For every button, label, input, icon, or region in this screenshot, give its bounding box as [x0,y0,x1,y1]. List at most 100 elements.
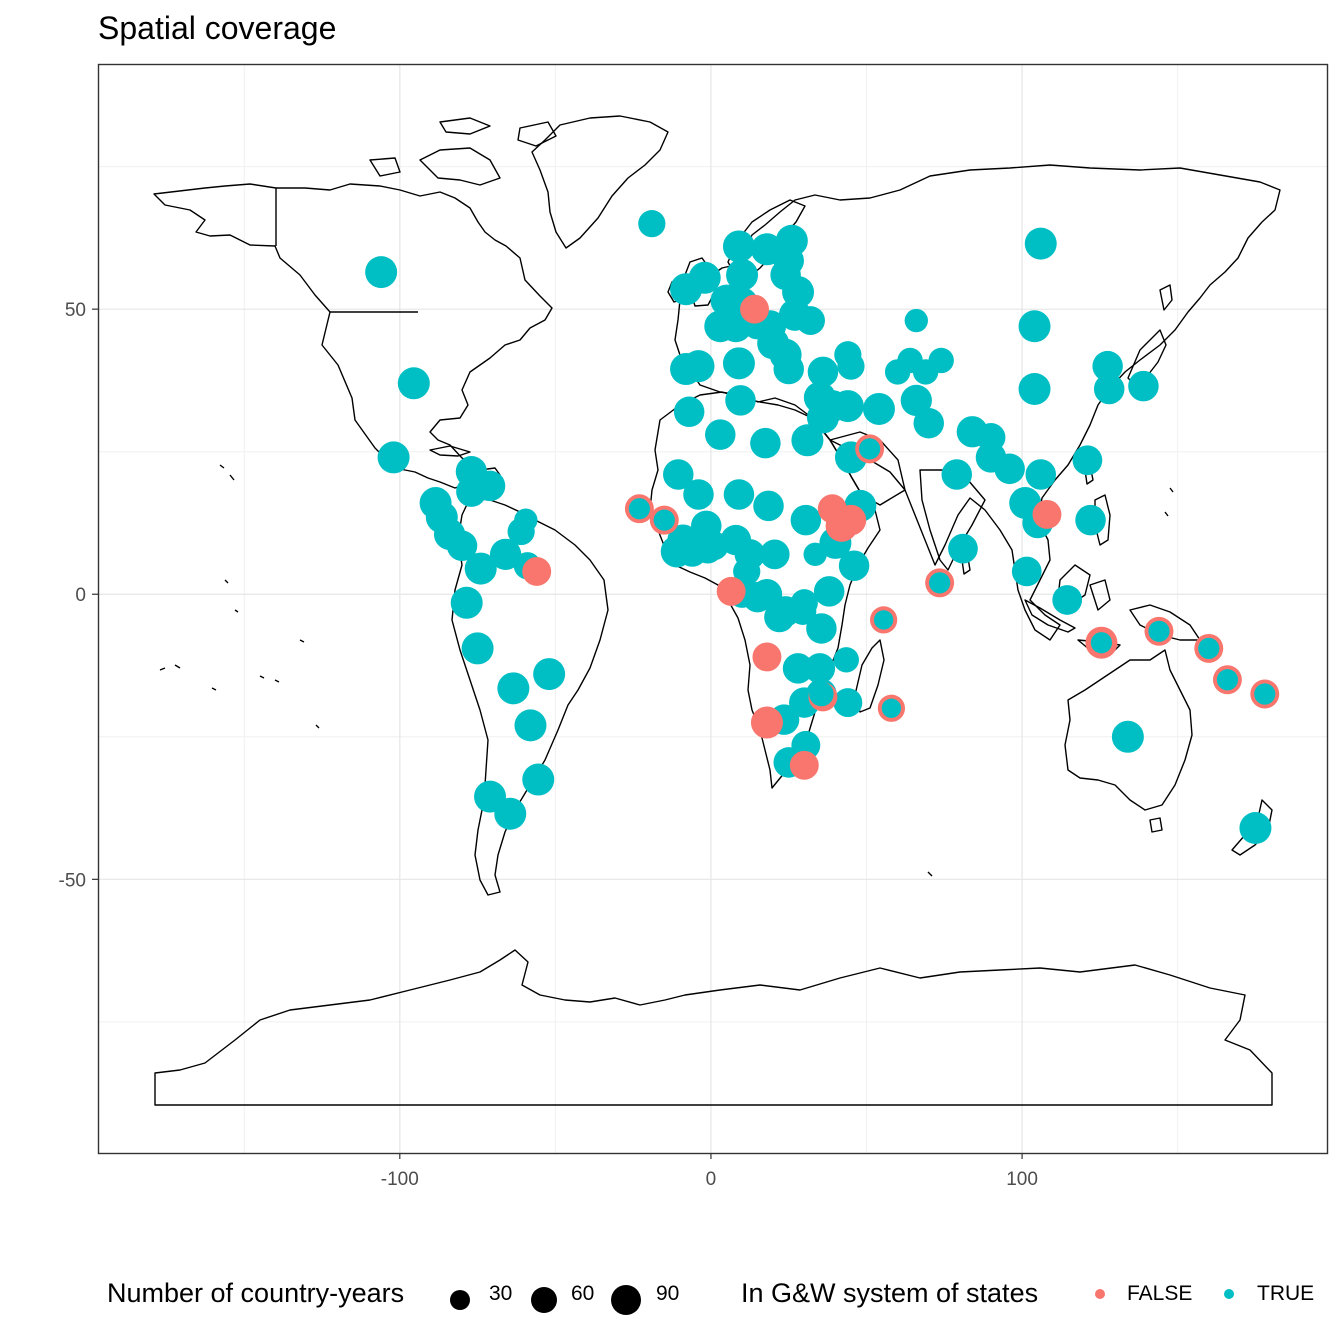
legend-size-key-30 [450,1290,470,1310]
point-true [514,508,538,532]
point-true [461,632,494,665]
legend-size-title: Number of country-years [107,1278,405,1308]
point-true [456,476,487,507]
point-true [673,396,705,428]
grid-lines [98,64,1327,1153]
point-true [941,459,973,490]
legend-size-label-60: 60 [571,1282,595,1305]
point-true-overlay [1198,637,1220,660]
point-true [789,597,817,625]
legend-color-label-true: TRUE [1257,1282,1315,1305]
point-true [900,384,932,417]
legend-size-label-90: 90 [656,1282,680,1305]
point-true [813,576,845,607]
point-true-overlay [873,610,894,630]
point-true [699,531,729,561]
point-true [663,459,694,490]
map-australia [1064,649,1193,811]
point-true [994,453,1025,485]
point-true [782,653,814,684]
point-true [494,797,527,830]
point-true [638,210,666,238]
point-true [1072,445,1103,476]
point-true [705,419,736,450]
legend-color-key-true [1224,1289,1234,1299]
legend-color-title: In G&W system of states [741,1278,1039,1308]
map-japan [1127,284,1173,386]
point-true-overlay [628,498,650,520]
point-false [835,504,867,536]
point-true [838,550,870,581]
map-pacific-islands [159,464,1174,877]
point-true [723,479,755,510]
map-arctic-islands [369,117,557,186]
point-false [522,556,552,586]
y-tick-label: -50 [59,870,86,891]
world-map [153,115,1281,1106]
point-true-overlay [881,698,902,718]
point-true [497,672,530,705]
point-true [722,230,755,263]
point-true-overlay [809,681,834,707]
point-true [834,341,862,369]
point-true [1025,459,1057,490]
point-true [514,709,547,742]
point-true [688,261,721,294]
point-true-overlay [1254,683,1276,705]
map-north-america [153,183,553,489]
point-true [377,441,410,474]
point-true [1075,504,1106,536]
map-antarctica [154,949,1273,1106]
map-greenland [531,115,669,249]
point-true [796,306,825,336]
point-true [803,542,827,567]
legend-size-key-60 [531,1287,557,1313]
point-true [807,356,839,388]
point-true-overlay [929,572,951,594]
point-true [862,392,895,425]
point-false [716,576,746,606]
point-true-overlay [859,438,881,460]
point-true [948,533,978,564]
point-true-overlay [653,509,675,531]
point-true [804,653,836,684]
x-tick-label: 0 [706,1169,717,1190]
point-false [750,706,783,739]
point-true [1093,373,1125,405]
point-true [884,359,911,385]
point-true [533,658,566,691]
point-true [1011,556,1042,587]
point-true [1239,812,1272,845]
point-true-overlay [1090,632,1113,654]
axes: -100 0 100 -50 0 50 [59,300,1038,1190]
x-tick-label: -100 [381,1169,419,1190]
point-true [450,586,483,619]
point-false [740,294,769,324]
chart-svg: -100 0 100 -50 0 50 [59,63,1329,1190]
point-false [752,642,782,672]
point-true [1018,372,1051,405]
point-true [1092,350,1123,382]
data-points [365,210,1280,845]
point-true [446,530,478,562]
point-true [464,552,497,585]
point-false [789,750,819,780]
point-true [750,427,781,459]
point-true [791,424,824,457]
point-true [725,385,756,416]
point-true [833,688,863,718]
chart-title: Spatial coverage [98,10,337,46]
legend-size-key-90 [611,1285,641,1315]
point-true [764,601,795,633]
point-true [682,350,715,383]
point-false [1032,499,1062,529]
point-true-overlay [1216,669,1239,691]
point-true [904,308,928,333]
point-true [1128,370,1159,402]
point-true [1018,310,1051,343]
point-true [806,613,837,644]
point-true [365,256,398,289]
point-true [1052,585,1083,615]
y-tick-label: 0 [75,585,86,606]
map-tasmania [1149,817,1163,833]
